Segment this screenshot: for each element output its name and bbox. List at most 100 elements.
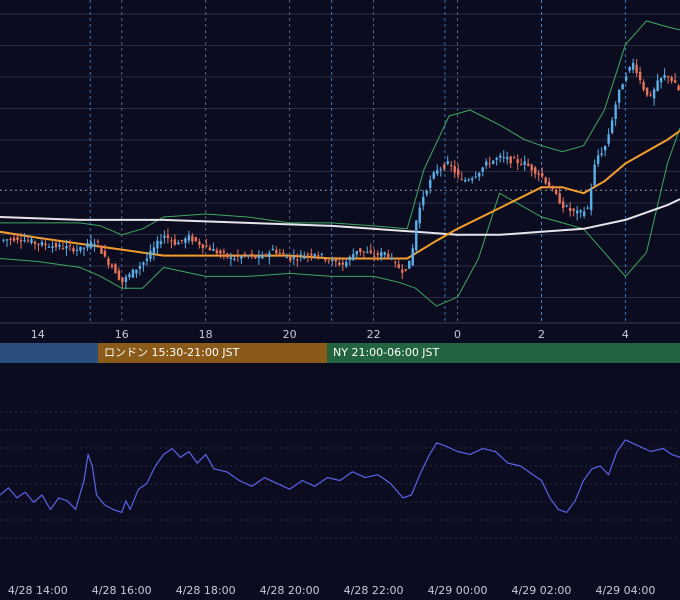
osc-background (0, 363, 680, 600)
candle-body (75, 249, 79, 251)
candle-body (547, 181, 551, 188)
candle-body (415, 220, 418, 251)
candle-body (331, 259, 334, 262)
candle-body (516, 159, 519, 164)
candle-body (159, 241, 163, 245)
candle-body (58, 244, 61, 247)
candle-body (575, 210, 579, 214)
candle-body (572, 208, 575, 211)
candle-body (226, 253, 229, 258)
candle-body (401, 269, 404, 273)
candle-body (194, 237, 198, 242)
candle-body (345, 262, 348, 267)
candle-body (149, 250, 152, 259)
candle-body (114, 264, 117, 274)
candle-body (131, 269, 135, 278)
candle-body (495, 157, 498, 160)
candle-body (341, 262, 344, 265)
candle-body (663, 75, 666, 78)
candle-body (173, 239, 177, 245)
candle-body (617, 89, 621, 103)
candle-body (16, 237, 19, 240)
candle-body (317, 255, 320, 257)
candle-body (467, 179, 470, 181)
candle-body (603, 145, 607, 151)
candle-body (610, 120, 614, 134)
candle-body (215, 250, 219, 254)
price-x-tick-label: 22 (367, 328, 381, 341)
candle-body (418, 207, 421, 224)
candle-body (44, 243, 47, 246)
candle-body (240, 256, 243, 259)
oscillator-line (0, 439, 680, 513)
candle-body (432, 172, 435, 179)
osc-x-tick-label: 4/29 04:00 (595, 584, 655, 597)
candle-body (540, 173, 544, 177)
candle-body (485, 161, 488, 166)
candle-body (177, 242, 180, 245)
candle-body (110, 264, 114, 267)
candle-body (292, 256, 296, 259)
candle-body (121, 277, 124, 283)
candle-body (303, 256, 306, 259)
candle-body (565, 205, 568, 207)
candle-body (481, 167, 484, 172)
candle-body (47, 246, 51, 248)
candle-body (436, 170, 439, 174)
candle-body (519, 164, 523, 166)
candle-body (117, 270, 121, 280)
osc-x-tick-label: 4/28 20:00 (260, 584, 320, 597)
candle-body (68, 245, 72, 247)
session-label-london: ロンドン 15:30-21:00 JST (104, 346, 240, 359)
candle-body (299, 254, 303, 256)
session-band-tokyo (0, 343, 98, 363)
price-chart[interactable]: 14 16 18 20 22 0 2 4 (0, 0, 680, 343)
candle-body (537, 173, 540, 175)
candle-body (502, 157, 505, 159)
osc-x-tick-label: 4/28 22:00 (344, 584, 404, 597)
candle-body (355, 250, 358, 255)
candle-body (645, 87, 649, 96)
candle-body (499, 155, 502, 158)
price-x-tick-label: 14 (31, 328, 45, 341)
candle-body (422, 196, 425, 206)
candle-body (380, 251, 383, 257)
candle-body (212, 248, 215, 251)
candle-body (233, 258, 236, 260)
candle-body (474, 176, 477, 178)
candle-body (198, 241, 201, 245)
candle-body (677, 85, 680, 90)
candle-body (191, 235, 194, 242)
candle-body (404, 269, 407, 271)
candle-body (142, 262, 145, 265)
candle-body (257, 255, 261, 259)
candle-body (631, 62, 635, 70)
candle-body (135, 269, 138, 274)
osc-x-tick-label: 4/28 14:00 (8, 584, 68, 597)
candle-body (460, 179, 463, 181)
session-band-london: ロンドン 15:30-21:00 JST (98, 343, 327, 363)
price-x-tick-label: 4 (622, 328, 629, 341)
ma-long-line (0, 198, 680, 236)
candle-body (261, 254, 264, 259)
candle-body (600, 153, 603, 155)
candle-body (100, 245, 103, 254)
candle-body (72, 247, 75, 252)
candle-body (184, 238, 187, 243)
candle-body (394, 262, 397, 264)
candle-body (551, 187, 554, 189)
candle-body (526, 163, 530, 166)
candle-body (366, 252, 369, 254)
price-x-tick-label: 2 (538, 328, 545, 341)
candle-body (408, 260, 411, 269)
candle-body (450, 165, 453, 167)
candle-body (429, 179, 432, 188)
candle-body (201, 244, 205, 248)
candle-body (250, 253, 254, 256)
oscillator-chart[interactable]: 4/28 14:00 4/28 16:00 4/28 18:00 4/28 20:00… (0, 363, 680, 600)
candle-body (628, 66, 631, 71)
candle-body (544, 177, 547, 184)
candle-body (554, 190, 558, 194)
osc-x-tick-label: 4/28 18:00 (176, 584, 236, 597)
candle-body (488, 163, 491, 165)
